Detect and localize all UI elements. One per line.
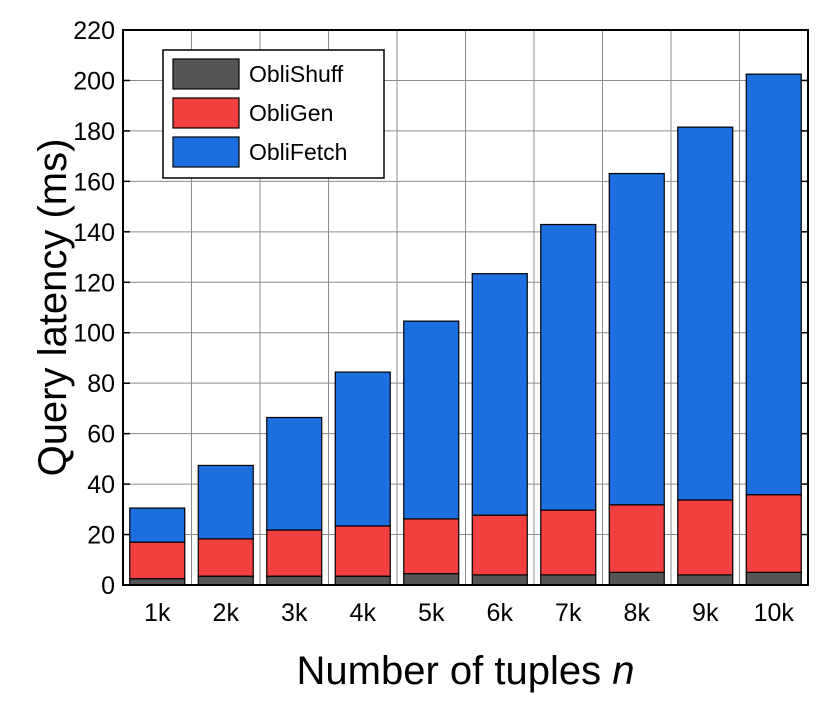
bar-oblifetch-5k — [403, 320, 460, 520]
bar-obligen-3k — [266, 529, 323, 577]
x-tick-label: 9k — [692, 599, 719, 627]
x-tick-label: 2k — [213, 599, 240, 627]
x-tick-label: 7k — [555, 599, 582, 627]
bar-oblifetch-9k — [677, 126, 734, 501]
x-tick-label: 10k — [754, 599, 795, 627]
bar-oblifetch-8k — [608, 172, 665, 506]
bar-obligen-2k — [197, 538, 254, 577]
x-tick-label: 3k — [281, 599, 308, 627]
x-tick-label: 6k — [487, 599, 514, 627]
y-tick-label: 40 — [87, 471, 115, 499]
legend-swatch-oblishuff — [172, 58, 240, 90]
bar-oblishuff-8k — [608, 571, 665, 586]
bar-oblishuff-10k — [745, 571, 802, 586]
y-tick-label: 80 — [87, 370, 115, 398]
bars — [129, 73, 802, 586]
bar-obligen-6k — [471, 514, 528, 576]
x-tick-label: 1k — [144, 599, 171, 627]
y-tick-label: 140 — [73, 219, 115, 247]
bar-obligen-9k — [677, 499, 734, 576]
x-axis: 1k 2k 3k 4k 5k 6k 7k 8k 9k 10k — [144, 599, 794, 627]
bar-oblishuff-6k — [471, 574, 528, 586]
bar-oblifetch-10k — [745, 73, 802, 496]
plot-frame — [122, 29, 809, 586]
bar-oblifetch-4k — [334, 371, 391, 527]
x-tick-label: 4k — [350, 599, 377, 627]
legend-label-obligen: ObliGen — [249, 100, 333, 126]
x-axis-label-text: Number of tuples — [297, 649, 602, 693]
y-tick-label: 180 — [73, 118, 115, 146]
legend-swatch-oblifetch — [172, 136, 240, 168]
x-tick-label: 8k — [624, 599, 651, 627]
x-axis-label: Number of tuples n — [297, 649, 635, 693]
x-tick-label: 5k — [418, 599, 445, 627]
y-tick-label: 20 — [87, 522, 115, 550]
bar-oblifetch-7k — [540, 223, 597, 511]
y-axis-label: Query latency (ms) — [31, 139, 75, 477]
legend-label-oblifetch: ObliFetch — [249, 139, 347, 165]
legend-swatch-obligen — [172, 97, 240, 129]
bar-oblifetch-3k — [266, 416, 323, 531]
y-tick-label: 220 — [73, 17, 115, 45]
legend: ObliShuff ObliGen ObliFetch — [162, 49, 385, 179]
bar-oblifetch-2k — [197, 464, 254, 540]
bar-oblishuff-4k — [334, 575, 391, 586]
bar-oblishuff-3k — [266, 575, 323, 586]
bar-oblifetch-1k — [129, 507, 186, 543]
bar-obligen-8k — [608, 504, 665, 573]
bar-obligen-4k — [334, 525, 391, 577]
y-tick-label: 0 — [101, 572, 115, 600]
legend-label-oblishuff: ObliShuff — [249, 61, 344, 87]
y-axis: 0 20 40 60 80 100 120 140 160 180 200 220 — [73, 17, 808, 600]
y-tick-label: 200 — [73, 67, 115, 95]
y-tick-label: 120 — [73, 269, 115, 297]
bar-oblishuff-7k — [540, 574, 597, 586]
bar-obligen-1k — [129, 541, 186, 580]
bar-oblishuff-9k — [677, 574, 734, 586]
y-tick-label: 60 — [87, 421, 115, 449]
y-tick-label: 160 — [73, 168, 115, 196]
bar-obligen-10k — [745, 494, 802, 573]
y-tick-label: 100 — [73, 320, 115, 348]
bar-obligen-5k — [403, 518, 460, 575]
bar-oblishuff-2k — [197, 575, 254, 586]
bar-obligen-7k — [540, 509, 597, 576]
bar-oblishuff-5k — [403, 573, 460, 586]
bar-oblifetch-6k — [471, 273, 528, 516]
x-axis-label-variable: n — [612, 649, 634, 693]
